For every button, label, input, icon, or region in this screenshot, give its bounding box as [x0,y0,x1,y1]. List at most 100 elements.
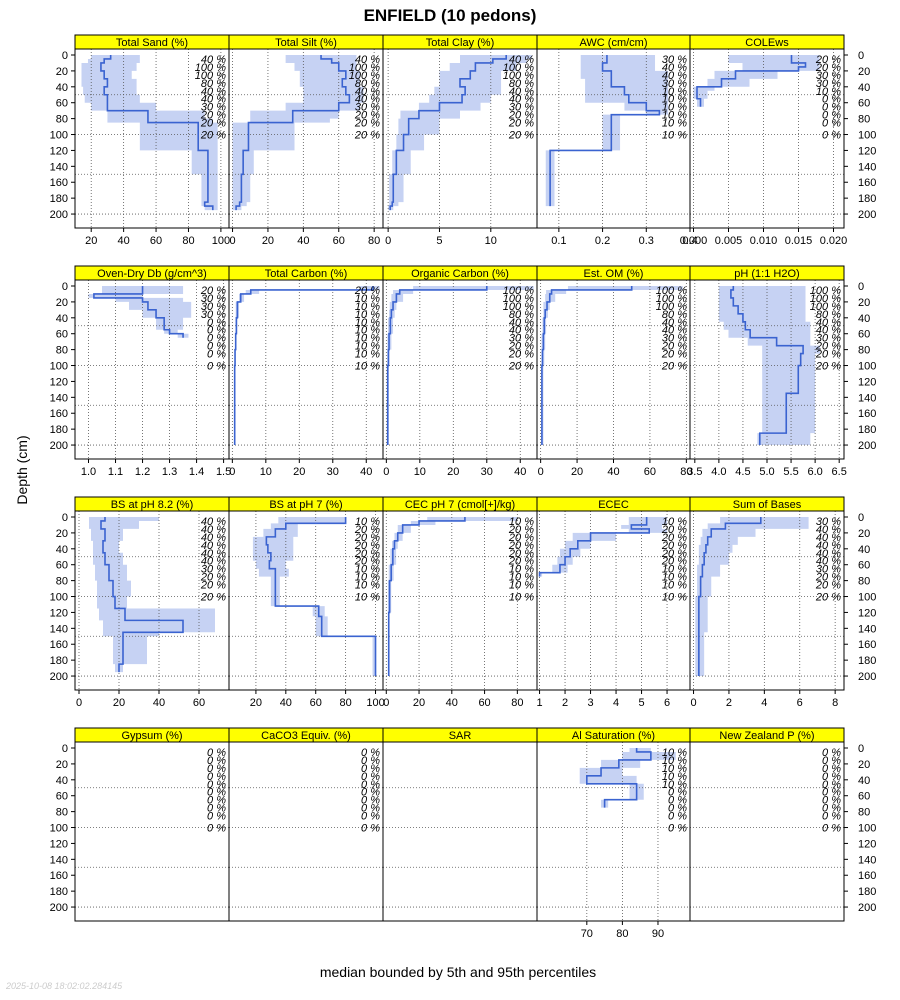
pct-label: 10 % [662,747,687,759]
y-tick-label: 180 [50,424,68,436]
pct-label: 20 % [508,349,534,361]
x-tick-label: 30 [481,466,493,478]
pct-label: 30 % [662,54,687,66]
pct-label: 40 % [201,516,226,528]
pct-label: 10 % [355,341,380,353]
x-tick-label: 5.0 [759,466,774,478]
pct-label: 0 % [207,771,226,783]
pct-label: 0 % [361,811,380,823]
pct-label: 20 % [815,341,841,353]
x-tick-label: 1.1 [108,466,123,478]
x-tick-label: 10 [260,466,272,478]
y-tick-label: 60 [56,329,68,341]
pct-label: 30 % [816,333,841,345]
y-tick-label: 200 [858,902,876,914]
x-tick-label: 80 [339,697,351,709]
pct-label: 30 % [509,333,534,345]
pct-label: 0 % [822,110,841,122]
pct-label: 20 % [661,349,687,361]
pct-label: 100 % [349,70,380,82]
pct-label: 20 % [200,118,226,130]
panel-title: Gypsum (%) [121,730,182,742]
y-tick-label: 200 [858,209,876,221]
pct-label: 0 % [668,795,687,807]
y-tick-label: 40 [56,313,68,325]
pct-label: 100 % [810,293,841,305]
percentile-band [388,55,532,211]
x-tick-label: 0.2 [595,235,610,247]
y-tick-label: 140 [50,623,68,635]
pct-label: 100 % [503,301,534,313]
y-axis-label: Depth (cm) [14,435,30,504]
pct-label: 40 % [816,524,841,536]
y-tick-label: 120 [50,376,68,388]
x-tick-label: 40 [153,697,165,709]
y-tick-label: 160 [858,408,876,420]
x-tick-label: 0 [385,235,391,247]
y-tick-label: 180 [858,886,876,898]
panel-20: 0 %0 %0 %0 %0 %0 %0 %0 %0 %0 %New Zealan… [689,727,876,922]
panel-6: 20 %30 %30 %30 %0 %0 %0 %0 %0 %0 %Oven-D… [50,265,231,478]
y-tick-label: 80 [56,114,68,126]
y-tick-label: 100 [50,361,68,373]
pct-label: 10 % [355,325,380,337]
pct-label: 100 % [195,62,226,74]
pct-label: 20 % [200,572,226,584]
panel-title: Total Carbon (%) [265,268,348,280]
panel-8: 100 %100 %100 %80 %40 %40 %30 %20 %20 %2… [382,265,538,478]
pct-label: 100 % [503,70,534,82]
median-line [100,517,184,673]
pct-label: 40 % [509,94,534,106]
y-tick-label: 0 [62,512,68,524]
x-tick-label: 6.0 [807,466,822,478]
pct-label: 10 % [355,564,380,576]
pct-label: 10 % [662,763,687,775]
pct-label: 0 % [822,795,841,807]
pct-label: 20 % [200,592,226,604]
x-tick-label: 20 [413,697,425,709]
pct-label: 0 % [822,779,841,791]
pct-label: 0 % [207,747,226,759]
x-tick-label: 0 [229,466,235,478]
pct-label: 10 % [662,580,687,592]
pct-label: 10 % [662,771,687,783]
pct-label: 20 % [508,540,534,552]
x-tick-label: 100 [366,697,384,709]
panel-title: New Zealand P (%) [719,730,814,742]
x-tick-label: 60 [193,697,205,709]
pct-label: 10 % [662,755,687,767]
x-tick-label: 60 [644,466,656,478]
panel-title: pH (1:1 H2O) [734,268,799,280]
x-tick-label: 100 [212,235,230,247]
y-tick-label: 20 [858,66,870,78]
y-tick-label: 20 [56,528,68,540]
panel-title: BS at pH 7 (%) [269,499,342,511]
y-tick-label: 100 [50,823,68,835]
pct-label: 80 % [509,78,534,90]
pct-label: 100 % [503,293,534,305]
median-line [730,286,804,446]
x-tick-label: 40 [297,235,309,247]
panel-1: 40 %100 %100 %80 %40 %40 %30 %20 %20 %20… [50,34,230,247]
x-tick-label: 80 [616,928,628,940]
pct-label: 20 % [354,532,380,544]
x-tick-label: 40 [514,466,526,478]
pct-label: 10 % [662,94,687,106]
panel-3: 40 %100 %100 %80 %40 %40 %30 %20 %20 %20… [382,34,538,247]
pct-label: 0 % [361,771,380,783]
pct-label: 20 % [354,118,380,130]
panel-15: 30 %40 %40 %40 %40 %40 %30 %20 %20 %20 %… [689,496,876,709]
pct-label: 0 % [822,823,841,835]
y-tick-label: 80 [56,807,68,819]
percentile-band [539,517,668,577]
y-tick-label: 200 [50,671,68,683]
pct-label: 30 % [201,102,226,114]
x-tick-label: 0.1 [551,235,566,247]
pct-label: 20 % [815,62,841,74]
x-tick-label: 1.0 [81,466,96,478]
x-tick-label: 20 [571,466,583,478]
y-tick-label: 60 [858,98,870,110]
pct-label: 20 % [815,580,841,592]
pct-label: 0 % [207,755,226,767]
